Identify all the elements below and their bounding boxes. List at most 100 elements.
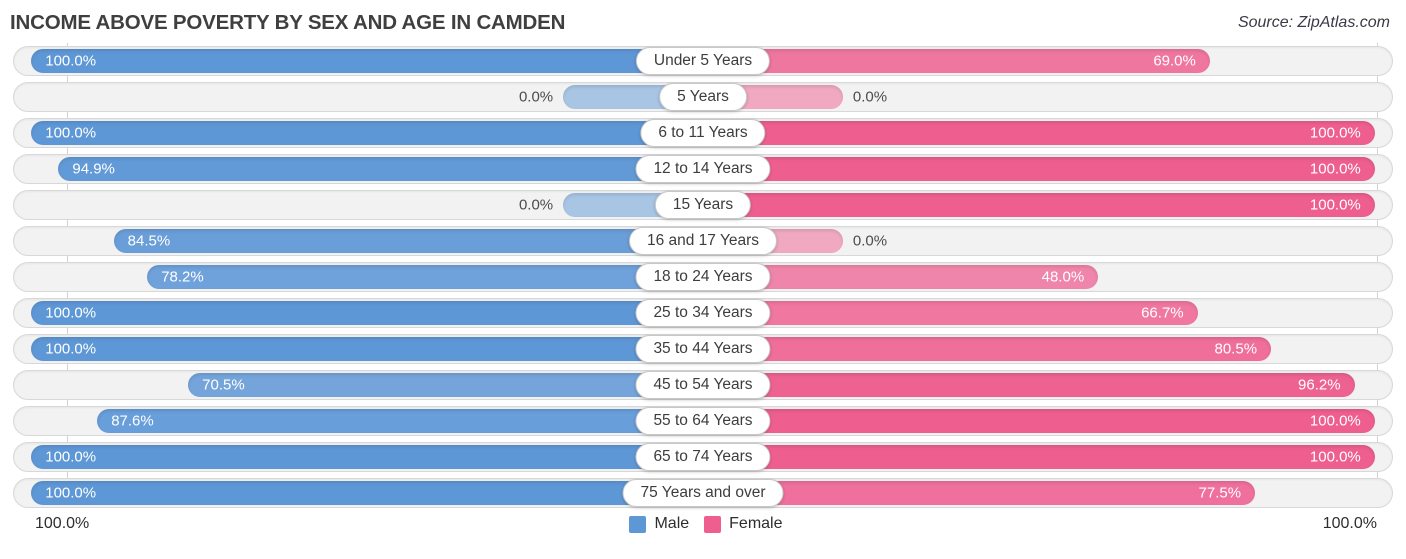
chart-row: 100.0% 66.7% 25 to 34 Years bbox=[13, 298, 1393, 328]
age-group-pill-label: 18 to 24 Years bbox=[653, 268, 753, 285]
female-value-label: 66.7% bbox=[1141, 304, 1184, 322]
female-track: 100.0% bbox=[703, 409, 1392, 433]
female-track: 69.0% bbox=[703, 49, 1392, 73]
male-bar: 94.9% bbox=[58, 157, 703, 181]
female-track: 80.5% bbox=[703, 337, 1392, 361]
female-zero-value-label: 0.0% bbox=[852, 232, 888, 250]
male-track: 100.0% bbox=[14, 301, 703, 325]
female-zero-value-label: 0.0% bbox=[852, 88, 888, 106]
female-track: 0.0% bbox=[703, 229, 1392, 253]
chart-rows: 100.0% 69.0% Under 5 Years 0.0% 0.0% bbox=[13, 46, 1393, 508]
male-value-label: 100.0% bbox=[45, 448, 97, 466]
chart-row: 100.0% 77.5% 75 Years and over bbox=[13, 478, 1393, 508]
female-bar: 100.0% bbox=[703, 193, 1375, 217]
age-group-pill: 65 to 74 Years bbox=[635, 443, 771, 471]
female-bar: 100.0% bbox=[703, 409, 1375, 433]
female-track: 100.0% bbox=[703, 445, 1392, 469]
legend-male-label: Male bbox=[654, 515, 690, 532]
age-group-pill-label: 6 to 11 Years bbox=[658, 124, 748, 141]
age-group-pill: Under 5 Years bbox=[635, 47, 771, 75]
male-value-label: 84.5% bbox=[127, 232, 171, 250]
chart-row: 100.0% 100.0% 6 to 11 Years bbox=[13, 118, 1393, 148]
age-group-pill: 15 Years bbox=[654, 191, 752, 219]
male-value-label: 100.0% bbox=[45, 484, 97, 502]
chart-row: 87.6% 100.0% 55 to 64 Years bbox=[13, 406, 1393, 436]
female-track: 96.2% bbox=[703, 373, 1392, 397]
male-bar: 100.0% bbox=[31, 481, 703, 505]
age-group-pill-label: 15 Years bbox=[672, 196, 734, 213]
male-value-label: 100.0% bbox=[45, 304, 97, 322]
age-group-pill-label: 45 to 54 Years bbox=[653, 376, 753, 393]
legend: Male Female bbox=[89, 515, 1322, 533]
male-zero-value-label: 0.0% bbox=[518, 196, 554, 214]
female-track: 100.0% bbox=[703, 121, 1392, 145]
age-group-pill: 45 to 54 Years bbox=[635, 371, 771, 399]
female-value-label: 100.0% bbox=[1309, 448, 1361, 466]
female-value-label: 96.2% bbox=[1298, 376, 1341, 394]
chart-plot-area: 100.0% 69.0% Under 5 Years 0.0% 0.0% bbox=[13, 43, 1393, 508]
age-group-pill-label: 25 to 34 Years bbox=[653, 304, 753, 321]
female-bar: 100.0% bbox=[703, 121, 1375, 145]
male-value-label: 78.2% bbox=[161, 268, 204, 286]
chart-header: INCOME ABOVE POVERTY BY SEX AND AGE IN C… bbox=[0, 0, 1406, 35]
male-zero-value-label: 0.0% bbox=[518, 88, 554, 106]
chart-row: 0.0% 100.0% 15 Years bbox=[13, 190, 1393, 220]
chart-row: 100.0% 100.0% 65 to 74 Years bbox=[13, 442, 1393, 472]
legend-item-female: Female bbox=[704, 515, 783, 533]
male-track: 100.0% bbox=[14, 445, 703, 469]
male-bar: 100.0% bbox=[31, 121, 703, 145]
female-bar: 66.7% bbox=[703, 301, 1198, 325]
x-axis-label-left: 100.0% bbox=[35, 515, 90, 532]
female-track: 0.0% bbox=[703, 85, 1392, 109]
female-swatch bbox=[704, 515, 722, 533]
age-group-pill: 12 to 14 Years bbox=[635, 155, 771, 183]
age-group-pill: 55 to 64 Years bbox=[635, 407, 771, 435]
age-group-pill: 75 Years and over bbox=[622, 479, 784, 507]
chart-row: 0.0% 0.0% 5 Years bbox=[13, 82, 1393, 112]
male-bar: 87.6% bbox=[97, 409, 703, 433]
male-track: 84.5% bbox=[14, 229, 703, 253]
age-group-pill-label: 65 to 74 Years bbox=[653, 448, 753, 465]
chart-row: 84.5% 0.0% 16 and 17 Years bbox=[13, 226, 1393, 256]
male-value-label: 100.0% bbox=[45, 52, 97, 70]
female-value-label: 69.0% bbox=[1153, 52, 1196, 70]
source-text: Source: ZipAtlas.com bbox=[1237, 14, 1390, 31]
age-group-pill: 18 to 24 Years bbox=[635, 263, 771, 291]
female-value-label: 100.0% bbox=[1309, 160, 1361, 178]
female-value-label: 100.0% bbox=[1309, 196, 1361, 214]
female-bar: 96.2% bbox=[703, 373, 1355, 397]
age-group-pill: 6 to 11 Years bbox=[640, 119, 766, 147]
male-swatch bbox=[629, 515, 647, 533]
male-track: 100.0% bbox=[14, 49, 703, 73]
chart-row: 100.0% 80.5% 35 to 44 Years bbox=[13, 334, 1393, 364]
male-value-label: 94.9% bbox=[72, 160, 115, 178]
x-axis-label-right: 100.0% bbox=[1322, 515, 1377, 532]
female-bar: 100.0% bbox=[703, 157, 1375, 181]
male-track: 100.0% bbox=[14, 481, 703, 505]
female-value-label: 80.5% bbox=[1214, 340, 1258, 358]
male-bar: 78.2% bbox=[147, 265, 703, 289]
female-value-label: 48.0% bbox=[1041, 268, 1085, 286]
female-bar: 100.0% bbox=[703, 445, 1375, 469]
male-bar: 100.0% bbox=[31, 301, 703, 325]
male-bar: 100.0% bbox=[31, 49, 703, 73]
male-bar: 70.5% bbox=[188, 373, 703, 397]
male-track: 0.0% bbox=[14, 193, 703, 217]
male-track: 0.0% bbox=[14, 85, 703, 109]
male-track: 100.0% bbox=[14, 121, 703, 145]
female-value-label: 77.5% bbox=[1198, 484, 1242, 502]
female-bar: 77.5% bbox=[703, 481, 1256, 505]
age-group-pill: 25 to 34 Years bbox=[635, 299, 771, 327]
male-value-label: 87.6% bbox=[111, 412, 154, 430]
male-bar: 84.5% bbox=[113, 229, 703, 253]
female-bar: 69.0% bbox=[703, 49, 1210, 73]
male-track: 78.2% bbox=[14, 265, 703, 289]
male-track: 100.0% bbox=[14, 337, 703, 361]
female-track: 66.7% bbox=[703, 301, 1392, 325]
chart-footer: 100.0% Male Female 100.0% bbox=[13, 515, 1393, 533]
chart-row: 94.9% 100.0% 12 to 14 Years bbox=[13, 154, 1393, 184]
male-track: 70.5% bbox=[14, 373, 703, 397]
chart-row: 70.5% 96.2% 45 to 54 Years bbox=[13, 370, 1393, 400]
age-group-pill-label: 35 to 44 Years bbox=[653, 340, 753, 357]
chart-row: 78.2% 48.0% 18 to 24 Years bbox=[13, 262, 1393, 292]
